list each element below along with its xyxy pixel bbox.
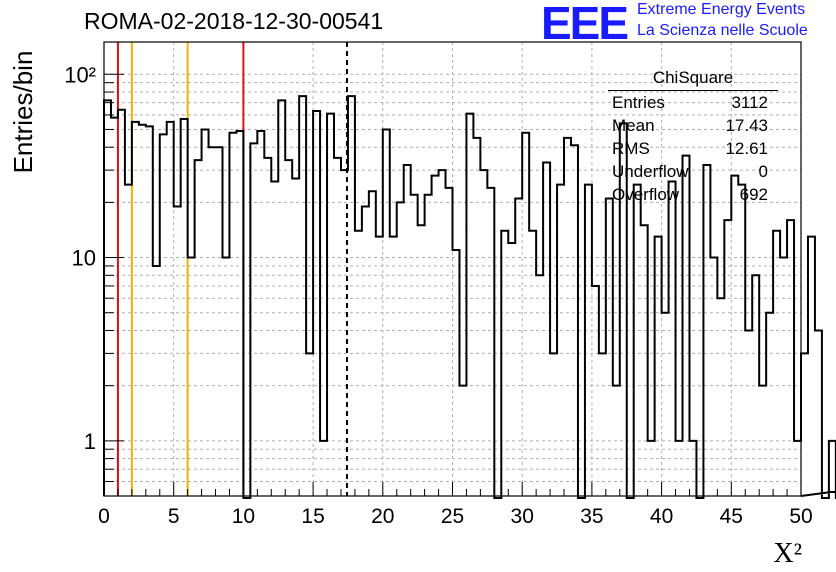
stats-label: Entries: [612, 93, 665, 112]
y-tick-label: 10²: [64, 62, 96, 87]
y-tick-label: 1: [84, 429, 96, 454]
y-axis-label: Entries/bin: [8, 51, 38, 174]
stats-label: Mean: [612, 116, 655, 135]
stats-row-rms: RMS 12.61: [612, 137, 778, 160]
x-tick-label: 40: [650, 505, 673, 528]
stats-value: 3112: [731, 93, 768, 112]
x-axis-label: X²: [773, 538, 802, 569]
x-tick-label: 35: [580, 505, 603, 528]
x-tick-label: 45: [720, 505, 743, 528]
x-tick-label: 5: [168, 505, 180, 528]
eee-logo: EEE: [541, 0, 629, 49]
logo-line-1: Extreme Energy Events: [637, 1, 806, 18]
stats-row-underflow: Underflow 0: [612, 160, 778, 183]
y-tick-labels: 1 10 10²: [64, 62, 96, 454]
x-tick-label: 15: [301, 505, 324, 528]
stats-label: RMS: [612, 139, 650, 158]
stats-box: ChiSquare Entries 3112 Mean 17.43 RMS 12…: [608, 68, 778, 206]
y-tick-label: 10: [72, 246, 96, 271]
stats-row-overflow: Overflow 692: [612, 183, 778, 206]
stats-value: 17.43: [725, 116, 768, 135]
stats-row-entries: Entries 3112: [612, 91, 778, 114]
x-tick-label: 50: [789, 505, 812, 528]
stats-row-mean: Mean 17.43: [612, 114, 778, 137]
stats-value: 692: [739, 185, 768, 204]
stats-label: Overflow: [612, 185, 680, 204]
x-tick-label: 25: [441, 505, 464, 528]
stats-value: 0: [758, 162, 768, 181]
stats-value: 12.61: [725, 139, 768, 158]
x-tick-label: 0: [98, 505, 110, 528]
x-tick-label: 10: [232, 505, 255, 528]
x-tick-label: 20: [371, 505, 394, 528]
axis-ticks: [103, 73, 802, 497]
stats-title: ChiSquare: [608, 68, 778, 91]
chart-title: ROMA-02-2018-12-30-00541: [84, 8, 384, 34]
histogram-series: [103, 95, 836, 499]
histogram-step-line: [103, 95, 836, 499]
logo-line-2: La Scienza nelle Scuole: [637, 22, 808, 39]
stats-label: Underflow: [612, 162, 689, 181]
x-tick-label: 30: [511, 505, 534, 528]
x-tick-labels: 0 5 10 15 20 25 30 35 40 45 50: [98, 505, 813, 528]
